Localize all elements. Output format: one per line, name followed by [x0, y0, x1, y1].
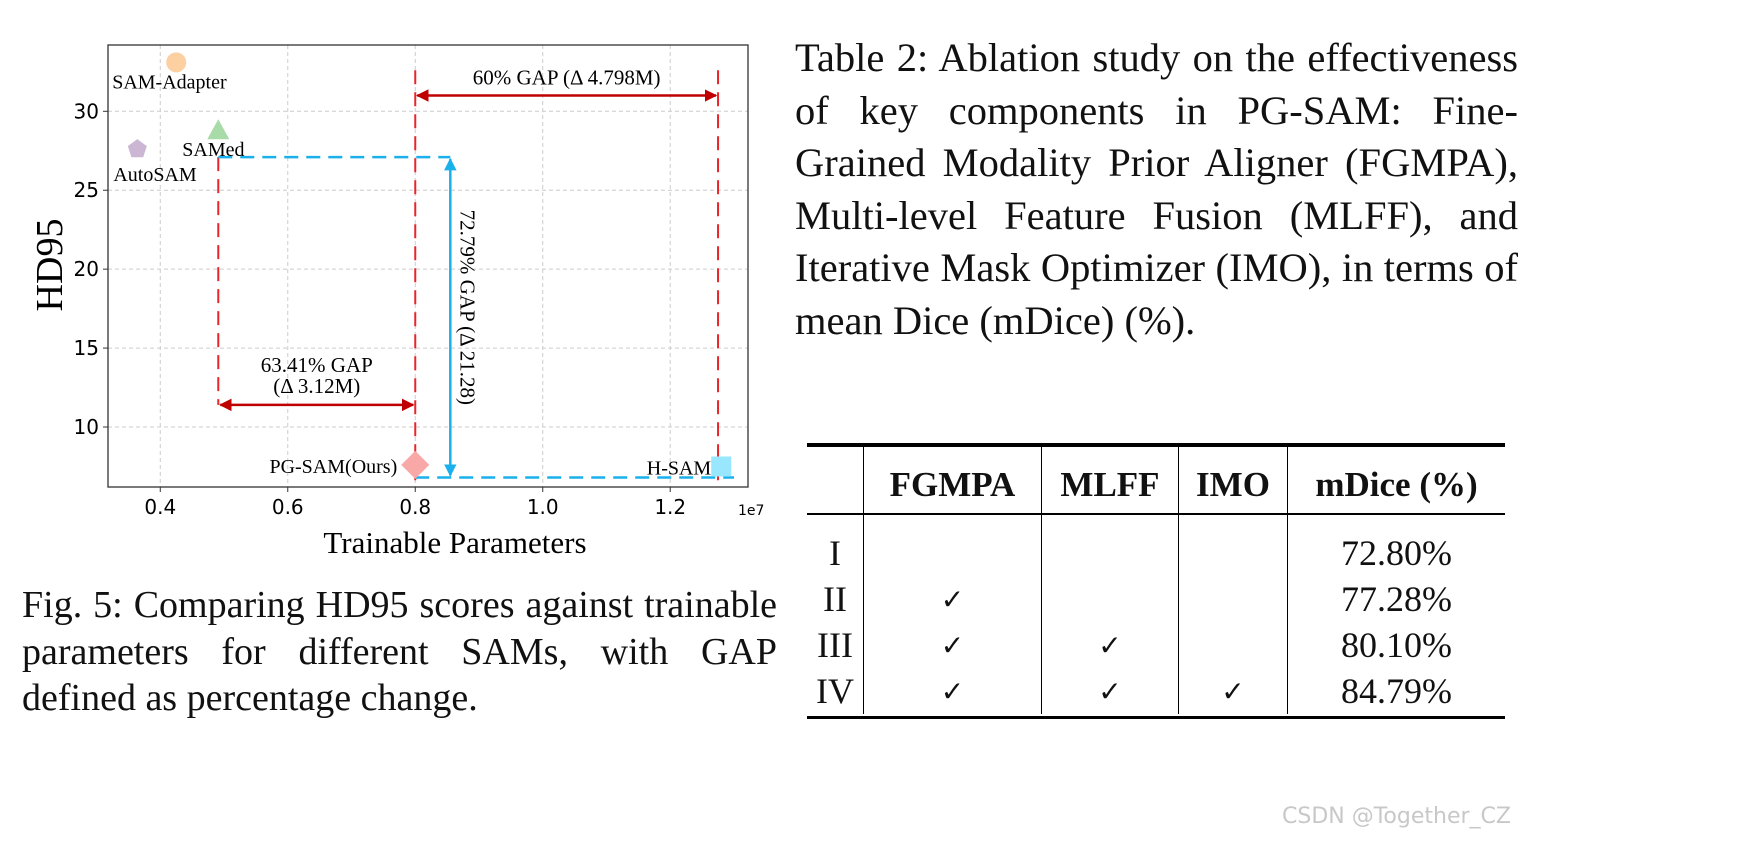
y-tick-label: 30	[74, 99, 99, 123]
header-fgmpa: FGMPA	[863, 444, 1042, 520]
y-axis-label: HD95	[29, 219, 71, 312]
row-id: IV	[816, 671, 854, 711]
table-bottom-rule	[807, 716, 1505, 719]
point-label-sam-adapter: SAM-Adapter	[112, 71, 227, 93]
cell-fgmpa: ✓	[863, 576, 1042, 622]
cell-imo	[1178, 576, 1288, 622]
cell-fgmpa: ✓	[863, 668, 1042, 714]
x-tick-label: 0.4	[144, 495, 176, 519]
cell-imo: ✓	[1178, 668, 1288, 714]
table-caption: Table 2: Ablation study on the effective…	[795, 35, 1518, 343]
row-id: II	[823, 579, 847, 619]
figure-caption: Fig. 5: Comparing HD95 scores against tr…	[22, 584, 777, 719]
gap-label-top: 60% GAP (Δ 4.798M)	[473, 66, 661, 90]
gap-label-vertical: 72.79% GAP (Δ 21.28)	[455, 210, 479, 405]
cell-mlff	[1041, 576, 1179, 622]
point-label-samed: SAMed	[182, 139, 244, 161]
row-id: III	[817, 625, 853, 665]
cell-mdice: 72.80%	[1287, 520, 1505, 576]
y-tick-label: 15	[74, 336, 99, 360]
x-tick-label: 0.6	[272, 495, 304, 519]
cell-imo	[1178, 520, 1288, 576]
header-empty	[807, 444, 864, 520]
cell-mlff: ✓	[1041, 622, 1179, 668]
table-header-row: FGMPA MLFF IMO mDice (%)	[807, 444, 1505, 520]
point-samed	[207, 119, 230, 140]
cell-fgmpa	[863, 520, 1042, 576]
point-autosam	[127, 139, 147, 158]
gap-label-bottom-delta: (Δ 3.12M)	[273, 374, 360, 398]
cell-mdice: 84.79%	[1287, 668, 1505, 714]
y-tick-label: 20	[74, 257, 99, 281]
point-sam-adapter	[166, 52, 187, 73]
table-row: IV ✓ ✓ ✓ 84.79%	[807, 668, 1505, 714]
x-tick-label: 1.2	[654, 495, 686, 519]
x-tick-label: 0.8	[399, 495, 431, 519]
header-mlff: MLFF	[1041, 444, 1179, 520]
table-row: III ✓ ✓ 80.10%	[807, 622, 1505, 668]
cell-mdice: 80.10%	[1287, 622, 1505, 668]
y-tick-label: 10	[74, 415, 99, 439]
cell-mlff	[1041, 520, 1179, 576]
point-label-h-sam: H-SAM	[647, 457, 712, 479]
hd95-vs-parameters-chart: 0.4 0.6 0.8 1.0 1.2 10 15 20 25 30 1e7 Trainable Pa…	[29, 44, 764, 560]
header-mdice: mDice (%)	[1287, 444, 1505, 520]
x-offset-label: 1e7	[738, 503, 764, 519]
gap-label-bottom: 63.41% GAP	[261, 353, 373, 377]
point-pg-sam-ours	[401, 450, 430, 479]
point-h-sam	[711, 456, 732, 477]
table-row: I 72.80%	[807, 520, 1505, 576]
y-tick-label: 25	[74, 178, 99, 202]
cell-mlff: ✓	[1041, 668, 1179, 714]
plot-frame	[107, 44, 749, 488]
header-imo: IMO	[1178, 444, 1288, 520]
x-axis-label: Trainable Parameters	[323, 525, 586, 560]
cell-fgmpa: ✓	[863, 622, 1042, 668]
x-tick-label: 1.0	[527, 495, 559, 519]
watermark: CSDN @Together_CZ	[1282, 804, 1511, 829]
table-row: II ✓ 77.28%	[807, 576, 1505, 622]
ablation-table: FGMPA MLFF IMO mDice (%) I 72.80% II ✓ 7…	[807, 444, 1505, 714]
point-label-pg-sam-ours: PG-SAM(Ours)	[269, 456, 397, 478]
point-label-autosam: AutoSAM	[113, 164, 197, 186]
cell-imo	[1178, 622, 1288, 668]
row-id: I	[829, 533, 841, 573]
cell-mdice: 77.28%	[1287, 576, 1505, 622]
